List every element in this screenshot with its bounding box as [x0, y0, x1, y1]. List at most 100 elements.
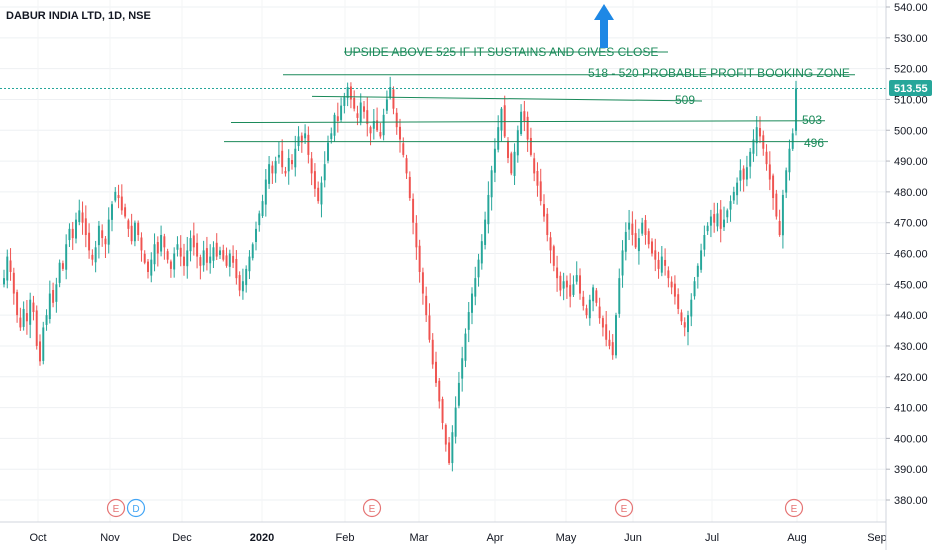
candle-body — [457, 382, 460, 406]
candle-body — [425, 295, 428, 316]
candle-body — [111, 204, 113, 220]
candle-body — [464, 333, 467, 361]
candle-body — [402, 143, 405, 155]
candle-body — [536, 170, 539, 186]
candle-body — [778, 221, 781, 236]
candle-body — [251, 244, 254, 259]
candle-body — [651, 241, 653, 254]
candle-body — [166, 251, 169, 260]
candle-body — [732, 191, 735, 201]
candle-body — [516, 130, 519, 156]
candle-body — [330, 133, 333, 139]
candle-body — [444, 424, 447, 445]
candle-body — [677, 294, 680, 309]
candle-body — [500, 108, 503, 131]
candle-body — [117, 195, 120, 199]
candle-body — [726, 210, 729, 218]
candle-body — [212, 247, 215, 261]
candle-body — [356, 113, 359, 118]
x-tick-label: Jul — [705, 532, 719, 544]
candle-body — [569, 285, 572, 297]
candle-body — [628, 222, 631, 230]
y-tick-label: 520.00 — [894, 64, 928, 76]
candle-body — [435, 361, 437, 383]
candle-body — [421, 272, 424, 294]
candle-body — [644, 220, 647, 236]
candle-body — [582, 296, 585, 306]
candle-body — [592, 287, 595, 302]
candle-body — [114, 191, 117, 201]
candle-body — [163, 236, 166, 248]
candle-body — [255, 228, 257, 243]
candle-body — [448, 442, 451, 464]
candle-body — [101, 230, 104, 239]
candle-body — [359, 102, 362, 123]
candle-body — [65, 244, 68, 270]
candle-body — [719, 209, 722, 229]
candle-body — [25, 313, 28, 322]
candle-body — [713, 214, 716, 223]
y-tick-label: 500.00 — [894, 125, 928, 137]
grid-lines — [0, 0, 886, 522]
y-tick-label: 440.00 — [894, 310, 928, 322]
candle-body — [700, 250, 703, 270]
candle-body — [58, 262, 61, 283]
event-marker-label: E — [621, 504, 628, 515]
x-tick-label: 2020 — [250, 532, 274, 544]
x-tick-label: Jun — [624, 532, 642, 544]
candle-body — [477, 259, 480, 278]
candle-body — [431, 339, 434, 365]
candle-body — [379, 132, 382, 137]
candle-body — [127, 220, 130, 229]
candle-body — [140, 237, 143, 251]
candle-body — [274, 161, 277, 174]
event-marker-circle — [106, 498, 126, 518]
candle-body — [382, 114, 385, 136]
candle-body — [562, 281, 565, 289]
candle-body — [32, 302, 35, 313]
candle-body — [235, 258, 238, 279]
candle-body — [785, 170, 788, 193]
y-tick-label: 380.00 — [894, 495, 928, 507]
candle-body — [81, 212, 84, 223]
x-tick-label: Oct — [29, 532, 46, 544]
candle-body — [173, 253, 176, 270]
candle-body — [634, 233, 637, 248]
candle-body — [310, 158, 313, 174]
candle-body — [526, 116, 529, 140]
candle-body — [788, 148, 791, 173]
candle-body — [120, 196, 123, 211]
candle-body — [523, 111, 526, 122]
candle-body — [169, 261, 172, 269]
candle-body — [781, 194, 784, 236]
candle-body — [461, 358, 464, 379]
candle-body — [647, 231, 650, 245]
y-tick-label: 410.00 — [894, 403, 928, 415]
candle-body — [45, 315, 48, 325]
candle-body — [22, 308, 25, 327]
candle-body — [209, 256, 212, 264]
level-lines — [0, 51, 886, 143]
candle-body — [579, 275, 581, 294]
candle-body — [683, 322, 686, 328]
annotation-503: 503 — [802, 113, 822, 127]
candle-body — [385, 99, 388, 111]
candle-body — [637, 238, 640, 252]
candle-body — [143, 253, 146, 263]
candle-body — [752, 139, 755, 154]
candle-body — [84, 218, 87, 236]
candle-body — [294, 148, 297, 168]
candle-body — [6, 256, 9, 281]
candle-body — [618, 278, 621, 314]
candle-body — [585, 308, 588, 316]
x-tick-label: Dec — [172, 532, 192, 544]
event-marker-label: E — [791, 504, 798, 515]
candle-body — [497, 127, 500, 150]
candle-body — [192, 235, 195, 248]
candle-body — [503, 105, 506, 137]
candle-body — [29, 299, 32, 325]
annotation-509: 509 — [675, 93, 695, 107]
candle-body — [291, 160, 293, 165]
candle-body — [284, 171, 287, 174]
candle-body — [556, 267, 559, 279]
